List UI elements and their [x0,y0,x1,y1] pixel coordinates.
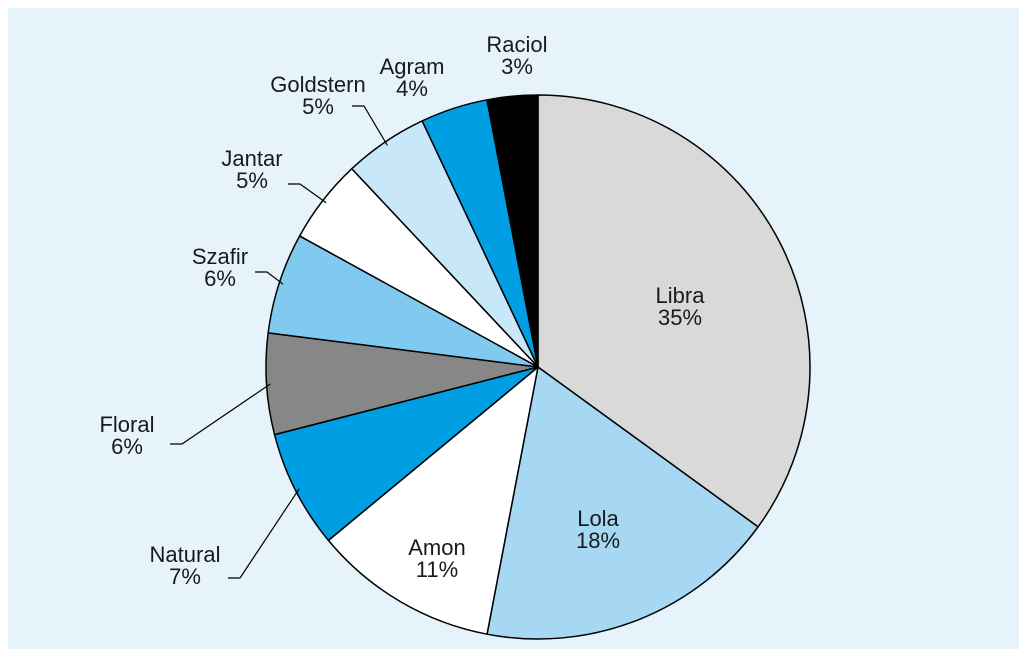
slice-label: Floral [99,412,154,437]
slice-label: Natural [150,542,221,567]
slice-label: Jantar [221,146,282,171]
leader-line [255,271,284,285]
slice-label: Libra [656,283,706,308]
leader-line [352,105,388,146]
leader-line [228,488,300,579]
slice-label: Szafir [192,244,248,269]
pie-slice [537,94,811,528]
leader-line [288,183,327,204]
slice-label: Goldstern [270,72,365,97]
slice-label: Amon [408,535,465,560]
pie-slice [486,94,539,368]
slice-value-label: 4% [396,76,428,101]
slice-value-label: 6% [111,434,143,459]
slice-value-label: 18% [576,528,620,553]
slice-value-label: 11% [416,557,458,582]
slice-value-label: 3% [501,54,533,79]
slice-value-label: 5% [236,168,268,193]
pie-slice [327,366,539,635]
pie-slice [486,366,759,640]
slice-value-label: 6% [204,266,236,291]
slice-value-label: 7% [169,564,201,589]
slice-label: Raciol [486,32,547,57]
slice-value-label: 5% [302,94,334,119]
slice-label: Agram [380,54,445,79]
slice-label: Lola [577,506,619,531]
pie-slice [273,366,539,542]
slice-value-label: 35% [658,305,702,330]
leader-line [170,383,271,445]
